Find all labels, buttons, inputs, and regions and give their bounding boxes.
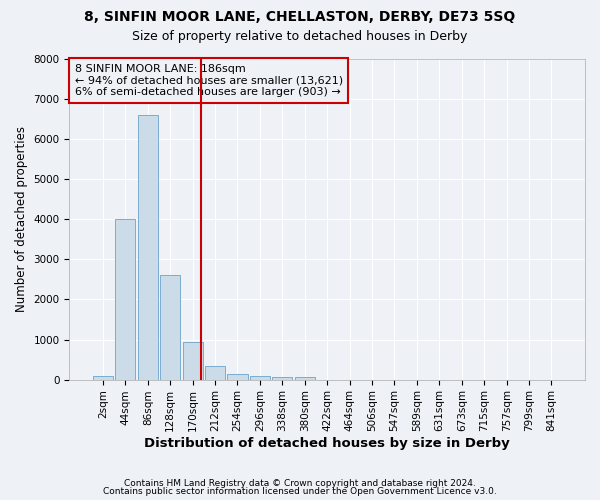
Bar <box>250 376 270 380</box>
Bar <box>182 342 203 380</box>
Bar <box>115 220 136 380</box>
Y-axis label: Number of detached properties: Number of detached properties <box>15 126 28 312</box>
Text: Contains public sector information licensed under the Open Government Licence v3: Contains public sector information licen… <box>103 487 497 496</box>
Text: Size of property relative to detached houses in Derby: Size of property relative to detached ho… <box>133 30 467 43</box>
Bar <box>295 377 315 380</box>
Bar <box>93 376 113 380</box>
Text: Contains HM Land Registry data © Crown copyright and database right 2024.: Contains HM Land Registry data © Crown c… <box>124 478 476 488</box>
X-axis label: Distribution of detached houses by size in Derby: Distribution of detached houses by size … <box>145 437 510 450</box>
Bar <box>205 366 225 380</box>
Bar <box>272 377 292 380</box>
Text: 8, SINFIN MOOR LANE, CHELLASTON, DERBY, DE73 5SQ: 8, SINFIN MOOR LANE, CHELLASTON, DERBY, … <box>85 10 515 24</box>
Bar <box>227 374 248 380</box>
Bar <box>137 115 158 380</box>
Bar <box>160 276 181 380</box>
Text: 8 SINFIN MOOR LANE: 186sqm
← 94% of detached houses are smaller (13,621)
6% of s: 8 SINFIN MOOR LANE: 186sqm ← 94% of deta… <box>74 64 343 97</box>
